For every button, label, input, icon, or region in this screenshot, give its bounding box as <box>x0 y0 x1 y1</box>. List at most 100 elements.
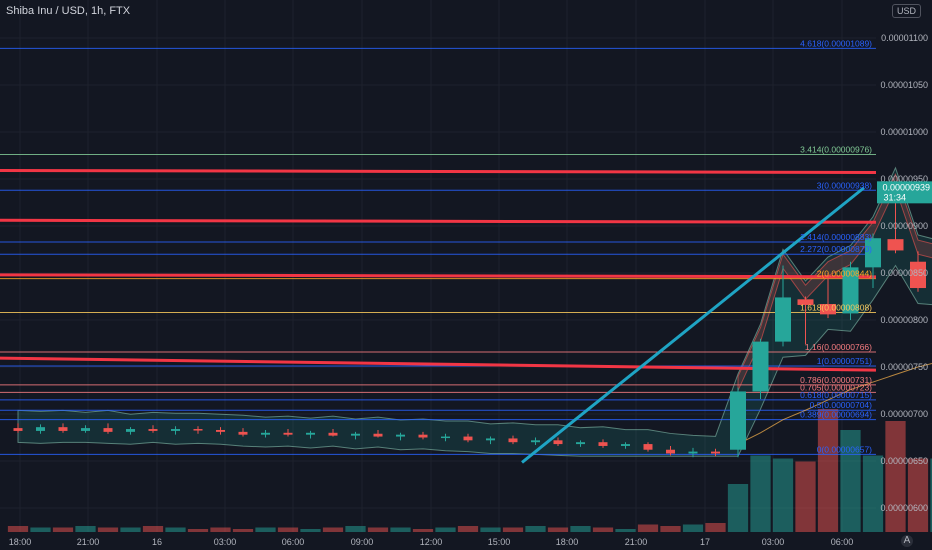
volume-bar <box>187 529 209 532</box>
candle-body <box>643 444 653 450</box>
candle-body <box>576 442 585 445</box>
x-tick-label: 16 <box>152 537 162 547</box>
candle-body <box>598 442 608 446</box>
fib-label: 3.414(0.00000976) <box>800 145 872 155</box>
candle-body <box>688 451 698 454</box>
candle-body <box>553 440 563 445</box>
y-tick-label: 0.00001050 <box>880 80 928 90</box>
candle-body <box>148 429 158 431</box>
candle-body <box>508 438 518 443</box>
fib-label: 2.414(0.00000883) <box>800 232 872 242</box>
y-tick-label: 0.00000650 <box>880 456 928 466</box>
trendline <box>521 186 865 464</box>
candle-body <box>13 428 23 431</box>
x-tick-label: 21:00 <box>77 537 100 547</box>
y-tick-label: 0.00000700 <box>880 409 928 419</box>
resistance-line <box>0 273 877 279</box>
volume-bar <box>457 526 479 532</box>
volume-bar <box>817 409 839 532</box>
y-tick-label: 0.00000850 <box>880 268 928 278</box>
volume-bar <box>592 527 614 532</box>
y-tick-label: 0.00000900 <box>880 221 928 231</box>
volume-bar <box>637 524 659 532</box>
candle-body <box>711 451 720 454</box>
candle-body <box>373 433 383 437</box>
y-tick-label: 0.00001000 <box>880 127 928 137</box>
resistance-line <box>0 168 877 174</box>
countdown-label: 31:34 <box>883 192 906 202</box>
volume-bar <box>232 529 254 532</box>
resistance-lines <box>0 168 877 372</box>
volume-bar <box>30 527 51 532</box>
auto-scale-button[interactable]: A <box>901 535 913 547</box>
volume-bar <box>277 527 299 532</box>
y-tick-label: 0.00000750 <box>880 362 928 372</box>
volume-bar <box>300 529 321 532</box>
volume-bar <box>165 527 186 532</box>
candle-body <box>418 434 428 438</box>
x-tick-label: 21:00 <box>625 537 648 547</box>
candle-body <box>36 427 45 431</box>
fib-label: 2.272(0.00000870) <box>800 244 872 254</box>
volume-bar <box>390 527 411 532</box>
y-tick-label: 0.00000600 <box>880 503 928 513</box>
volume-bar <box>142 526 164 532</box>
volume-bar <box>930 458 932 532</box>
candle-body <box>58 427 68 431</box>
fib-label: 0.5(0.00000704) <box>810 400 873 410</box>
volume-bar <box>75 526 96 532</box>
volume-bar <box>480 527 501 532</box>
volume-bar <box>660 526 681 532</box>
x-tick-label: 18:00 <box>9 537 32 547</box>
volume-bar <box>52 527 74 532</box>
current-price-box <box>877 181 932 204</box>
fib-label: 0.705(0.00000723) <box>800 382 872 392</box>
chart-title: Shiba Inu / USD, 1h, FTX <box>6 5 131 17</box>
volume-bar <box>345 526 366 532</box>
x-tick-label: 15:00 <box>488 537 511 547</box>
y-tick-label: 0.00000950 <box>880 174 928 184</box>
currency-button[interactable]: USD <box>892 4 922 18</box>
volume-bar <box>7 526 29 532</box>
ema-polyline <box>737 362 932 445</box>
volume-bar <box>907 458 929 532</box>
volume-bar <box>705 523 726 532</box>
candle-body <box>775 297 791 342</box>
volume-bar <box>547 527 569 532</box>
candle-body <box>531 440 540 443</box>
candle-body <box>621 444 630 446</box>
x-tick-label: 06:00 <box>282 537 305 547</box>
volume-bar <box>840 430 861 532</box>
candle-body <box>306 432 315 435</box>
candle-body <box>842 267 859 314</box>
fib-label: 0.389(0.00000694) <box>800 410 872 420</box>
candle-body <box>238 431 248 435</box>
volume-bar <box>727 484 749 532</box>
ema-line <box>737 362 932 445</box>
volume-bar <box>772 458 794 532</box>
volume-bar <box>210 527 231 532</box>
x-tick-label: 06:00 <box>831 537 854 547</box>
candle-body <box>910 261 926 289</box>
resistance-line <box>0 356 877 372</box>
fib-labels: 4.618(0.00001089) 3.414(0.00000976) 3(0.00… <box>800 38 872 454</box>
x-tick-label: 18:00 <box>556 537 579 547</box>
y-tick-label: 0.00001100 <box>881 33 928 43</box>
volume-bar <box>615 529 636 532</box>
candle-body <box>103 428 113 432</box>
x-tick-label: 17 <box>700 537 710 547</box>
volume-bar <box>570 526 591 532</box>
volume-bar <box>412 529 434 532</box>
volume-bar <box>322 527 344 532</box>
volume-bar <box>97 527 119 532</box>
candle-body <box>666 449 675 454</box>
fib-label: 0.786(0.00000731) <box>800 375 872 385</box>
indicator-cloud <box>17 166 932 457</box>
y-tick-label: 0.00000800 <box>880 315 928 325</box>
candles <box>13 185 926 458</box>
candle-body <box>463 436 473 441</box>
fib-label: 3(0.00000938) <box>817 180 872 190</box>
candle-body <box>328 432 338 436</box>
